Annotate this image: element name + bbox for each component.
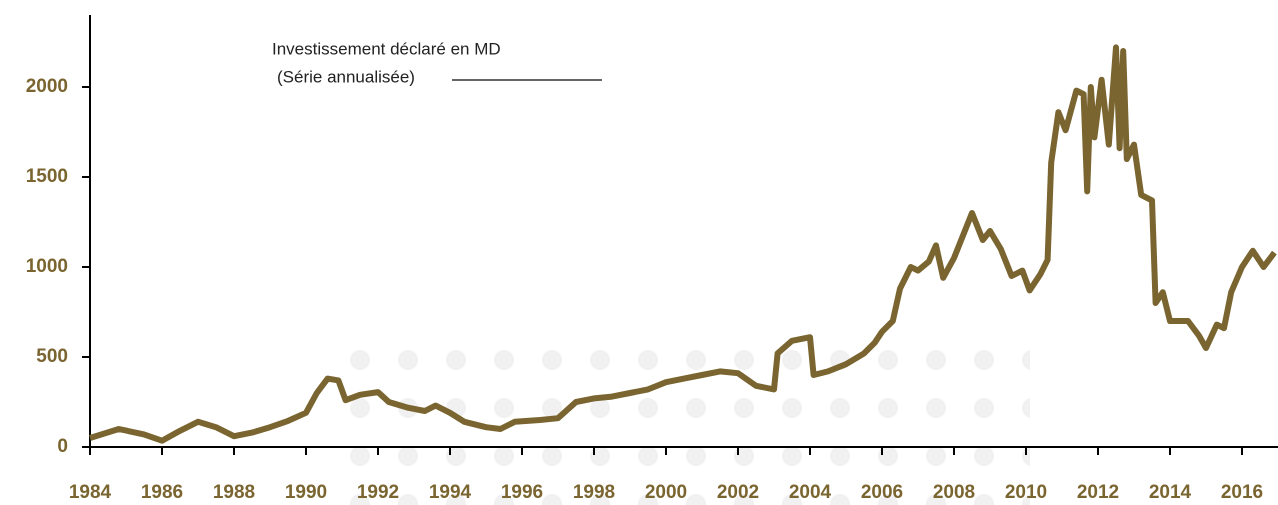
x-tick-label: 2006 bbox=[861, 482, 903, 503]
y-tick-label: 500 bbox=[36, 346, 68, 367]
x-tick-label: 2002 bbox=[717, 482, 759, 503]
x-tick-label: 2004 bbox=[789, 482, 832, 503]
y-tick-label: 1500 bbox=[26, 166, 68, 187]
x-tick-label: 1990 bbox=[285, 482, 327, 503]
legend-label: Investissement déclaré en MD bbox=[272, 39, 501, 58]
y-tick-label: 0 bbox=[57, 436, 68, 457]
x-tick-label: 1998 bbox=[573, 482, 615, 503]
x-tick-label: 2010 bbox=[1005, 482, 1047, 503]
x-tick-label: 1984 bbox=[69, 482, 112, 503]
x-tick-label: 2012 bbox=[1077, 482, 1119, 503]
y-tick-label: 2000 bbox=[26, 76, 68, 97]
x-tick-label: 1992 bbox=[357, 482, 399, 503]
x-tick-label: 1996 bbox=[501, 482, 543, 503]
x-tick-label: 2008 bbox=[933, 482, 975, 503]
x-tick-label: 1986 bbox=[141, 482, 183, 503]
x-tick-label: 1994 bbox=[429, 482, 472, 503]
legend-note: (Série annualisée) bbox=[277, 67, 415, 86]
background-dots bbox=[330, 330, 1030, 505]
data-line bbox=[89, 44, 1277, 444]
x-tick-label: 2014 bbox=[1149, 482, 1192, 503]
x-tick-label: 1988 bbox=[213, 482, 255, 503]
x-tick-label: 2000 bbox=[645, 482, 687, 503]
y-tick-label: 1000 bbox=[26, 256, 68, 277]
x-tick-label: 2016 bbox=[1221, 482, 1263, 503]
